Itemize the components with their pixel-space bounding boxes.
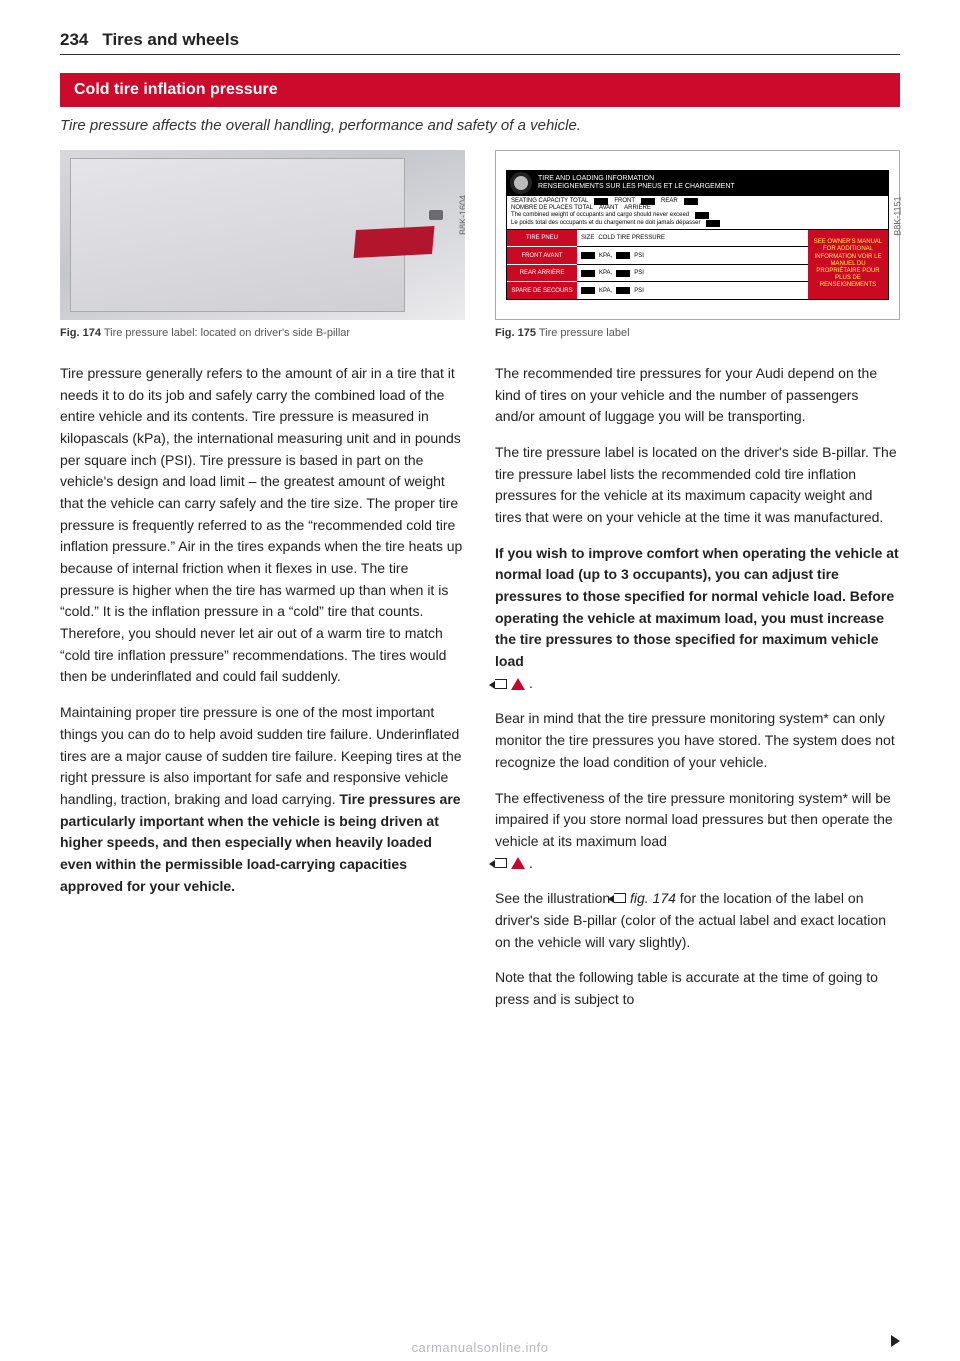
blk: [581, 287, 595, 294]
seat-cap: SEATING CAPACITY TOTAL: [511, 198, 588, 205]
blk: [684, 198, 698, 205]
figure-175-caption-num: Fig. 175: [495, 327, 536, 339]
tire-label-panel: TIRE AND LOADING INFORMATION RENSEIGNEME…: [506, 170, 889, 300]
kpa: KPA,: [599, 288, 612, 294]
right-p2: The tire pressure label is located on th…: [495, 442, 900, 529]
topic-banner: Cold tire inflation pressure: [60, 73, 900, 107]
label-rows: TIRE PNEU FRONT AVANT REAR ARRIÈRE SPARE…: [507, 230, 577, 299]
label-right-text: SEE OWNER'S MANUAL FOR ADDITIONAL INFORM…: [808, 230, 888, 299]
figure-174-image: B8K-1604: [60, 150, 465, 320]
blk: [616, 252, 630, 259]
seat-arr: ARRIÈRE: [624, 205, 651, 212]
kpa: KPA,: [599, 253, 612, 259]
right-p6-a: See the illustration: [495, 890, 614, 906]
blk: [616, 270, 630, 277]
figure-174-caption-text: Tire pressure label: located on driver's…: [101, 327, 350, 339]
blk: [581, 252, 595, 259]
link-icon: [614, 893, 626, 903]
row-front: FRONT AVANT: [507, 247, 577, 265]
figure-174-code: B8K-1604: [458, 195, 465, 235]
row-tire: TIRE PNEU: [507, 230, 577, 248]
right-p1: The recommended tire pressures for your …: [495, 363, 900, 428]
tire-label-decal: [354, 226, 435, 258]
tire-icon: [510, 172, 532, 194]
page-header: 234 Tires and wheels: [60, 30, 900, 55]
right-p5: The effectiveness of the tire pressure m…: [495, 788, 900, 875]
warning-icon: [511, 678, 525, 690]
figure-175-caption-text: Tire pressure label: [536, 327, 630, 339]
figure-175-image: B8K-1151 TIRE AND LOADING INFORMATION RE…: [495, 150, 900, 320]
label-values: SIZE COLD TIRE PRESSURE KPA,PSI KPA,PSI …: [577, 230, 808, 299]
seat-rear: REAR: [661, 198, 678, 205]
right-p6-fig: fig. 174: [630, 890, 676, 906]
mid-h1: SIZE: [581, 235, 594, 241]
warning-icon: [511, 857, 525, 869]
blk: [695, 212, 709, 219]
weight2: Le poids total des occupants et du charg…: [511, 220, 700, 227]
label-top-bar: TIRE AND LOADING INFORMATION RENSEIGNEME…: [506, 170, 889, 196]
label-top-line1: TIRE AND LOADING INFORMATION: [538, 175, 735, 183]
right-p3: If you wish to improve comfort when oper…: [495, 543, 900, 695]
label-seating: SEATING CAPACITY TOTAL FRONT REAR NOMBRE…: [506, 196, 889, 230]
psi: PSI: [634, 253, 644, 259]
link-icon: [495, 679, 507, 689]
watermark: carmanualsonline.info: [0, 1340, 960, 1355]
figure-175-caption: Fig. 175 Tire pressure label: [495, 326, 900, 341]
figure-174-caption: Fig. 174 Tire pressure label: located on…: [60, 326, 465, 341]
figure-174-caption-num: Fig. 174: [60, 327, 101, 339]
weight1: The combined weight of occupants and car…: [511, 212, 689, 219]
kpa: KPA,: [599, 270, 612, 276]
section-title: Tires and wheels: [102, 30, 239, 50]
left-p1: Tire pressure generally refers to the am…: [60, 363, 465, 688]
link-icon: [495, 858, 507, 868]
label-pressure-grid: TIRE PNEU FRONT AVANT REAR ARRIÈRE SPARE…: [506, 230, 889, 300]
figure-175-code: B8K-1151: [892, 196, 902, 235]
left-column: B8K-1604 Fig. 174 Tire pressure label: l…: [60, 150, 465, 1011]
psi: PSI: [634, 288, 644, 294]
seat-places: NOMBRE DE PLACES TOTAL: [511, 205, 593, 212]
content-columns: B8K-1604 Fig. 174 Tire pressure label: l…: [60, 150, 900, 1011]
right-p5-text: The effectiveness of the tire pressure m…: [495, 790, 893, 849]
figure-175: B8K-1151 TIRE AND LOADING INFORMATION RE…: [495, 150, 900, 341]
topic-subtitle: Tire pressure affects the overall handli…: [60, 117, 900, 134]
label-top-line2: RENSEIGNEMENTS SUR LES PNEUS ET LE CHARG…: [538, 183, 735, 191]
right-column: B8K-1151 TIRE AND LOADING INFORMATION RE…: [495, 150, 900, 1011]
blk: [616, 287, 630, 294]
left-p2: Maintaining proper tire pressure is one …: [60, 702, 465, 897]
row-rear: REAR ARRIÈRE: [507, 265, 577, 283]
right-p6: See the illustration fig. 174 for the lo…: [495, 888, 900, 953]
page-number: 234: [60, 30, 88, 50]
row-spare: SPARE DE SECOURS: [507, 282, 577, 299]
seat-avant: AVANT: [599, 205, 618, 212]
psi: PSI: [634, 270, 644, 276]
right-p3-bold: If you wish to improve comfort when oper…: [495, 545, 899, 669]
blk: [706, 220, 720, 227]
label-top-text: TIRE AND LOADING INFORMATION RENSEIGNEME…: [538, 175, 735, 190]
right-body: The recommended tire pressures for your …: [495, 349, 900, 1011]
mid-h3: COLD TIRE PRESSURE: [598, 235, 665, 241]
door-handle: [429, 210, 443, 220]
right-p7: Note that the following table is accurat…: [495, 967, 900, 1010]
blk: [594, 198, 608, 205]
right-p4: Bear in mind that the tire pressure moni…: [495, 708, 900, 773]
blk: [581, 270, 595, 277]
left-body: Tire pressure generally refers to the am…: [60, 349, 465, 898]
figure-174: B8K-1604 Fig. 174 Tire pressure label: l…: [60, 150, 465, 341]
